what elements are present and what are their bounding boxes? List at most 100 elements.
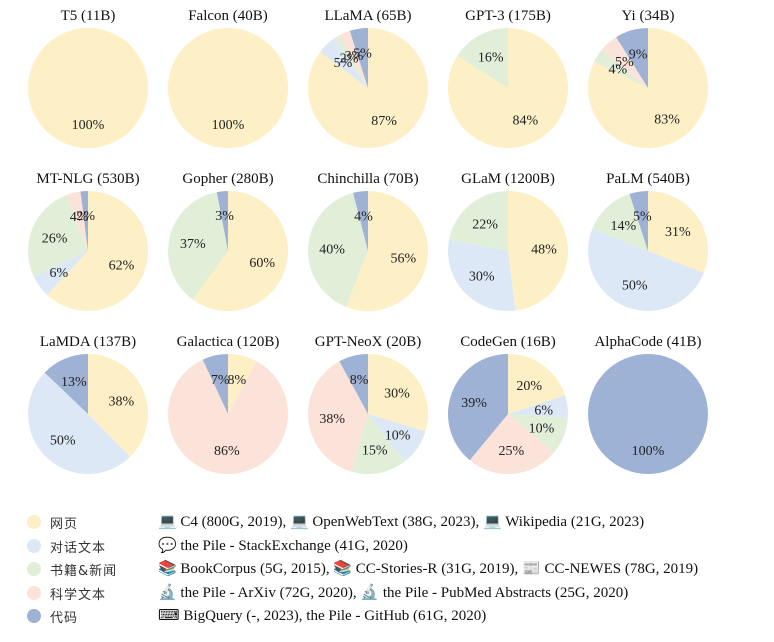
legend-label-dialog: 对话文本	[50, 540, 107, 556]
legend-swatch-books	[27, 562, 41, 576]
pie-title: GPT-NeoX (20B)	[315, 334, 422, 350]
pie-slice-label: 100%	[72, 118, 105, 133]
legend-item-dialog: 对话文本 💬 the Pile - StackExchange (41G, 20…	[20, 536, 760, 560]
pie-slice-label: 38%	[319, 412, 345, 427]
pie-slice-label: 37%	[180, 237, 206, 252]
pie-title: MT-NLG (530B)	[36, 171, 139, 187]
pie-slice-web	[28, 28, 148, 148]
pie-slice-label: 60%	[249, 256, 275, 271]
pie-slice-dialog	[28, 372, 131, 474]
pie-slice-code	[349, 28, 368, 88]
pie-slice-label: 6%	[50, 266, 69, 281]
pie-title: LLaMA (65B)	[324, 8, 411, 24]
pie-slice-science	[339, 30, 368, 89]
pie-gpt-neox-20b: GPT-NeoX (20B) 30% 10%15% 38% 8%	[308, 334, 429, 474]
pie-palm-540b: PaLM (540B) 31% 50% 14%5%	[588, 171, 708, 311]
pie-gpt-3-175b: GPT-3 (175B) 84% 16%	[448, 8, 568, 148]
pie-slice-label: 2%	[340, 51, 359, 66]
pie-gopher-280b: Gopher (280B) 60% 37% 3%	[168, 171, 288, 311]
pie-slice-books	[592, 193, 648, 251]
pie-slice-code	[202, 354, 228, 414]
pie-slice-web	[345, 191, 428, 311]
pie-title: LaMDA (137B)	[40, 334, 136, 350]
pie-slice-label: 2%	[76, 209, 95, 224]
legend-sources-code: ⌨ BigQuery (-, 2023), the Pile - GitHub …	[158, 608, 487, 624]
pie-slice-label: 8%	[350, 373, 369, 388]
pie-slice-code	[44, 354, 88, 414]
pie-slice-label: 14%	[611, 219, 637, 234]
pie-slice-science	[602, 37, 648, 88]
pie-slice-label: 48%	[531, 243, 557, 258]
pie-slice-label: 56%	[391, 252, 417, 267]
pie-title: Falcon (40B)	[188, 8, 268, 24]
pie-slice-label: 3%	[215, 209, 234, 224]
pie-slice-books	[168, 192, 228, 300]
pie-slice-code	[80, 191, 88, 251]
pie-slice-label: 40%	[319, 243, 345, 258]
pie-slice-label: 100%	[212, 118, 245, 133]
pie-slice-label: 25%	[499, 444, 525, 459]
pie-slice-label: 3%	[345, 49, 364, 64]
pie-slice-web	[508, 354, 566, 414]
pie-slice-code	[353, 191, 368, 251]
pie-title: Gopher (280B)	[182, 171, 273, 187]
pie-slice-web	[368, 354, 429, 432]
pie-galactica-120b: Galactica (120B) 8% 86% 7%	[168, 334, 289, 474]
pie-slice-books	[457, 28, 508, 88]
pie-llama-65b: LLaMA (65B) 87% 5%2%3%5%	[308, 8, 428, 148]
legend-sources-books: 📚 BookCorpus (5G, 2015), 📚 CC-Stories-R …	[158, 561, 699, 577]
pie-slice-label: 10%	[529, 421, 555, 436]
pie-slice-code	[616, 28, 648, 88]
pie-chart-grid: T5 (11B) 100% Falcon (40B) 100% LLaMA (65B) 8…	[27, 8, 708, 474]
pie-lamda-137b: LaMDA (137B) 38% 50% 13%	[28, 334, 149, 474]
pie-slice-label: 4%	[70, 210, 89, 225]
legend-item-code: 代码 ⌨ BigQuery (-, 2023), the Pile - GitH…	[20, 606, 760, 630]
pie-title: Chinchilla (70B)	[317, 171, 418, 187]
pie-chinchilla-70b: Chinchilla (70B) 56% 40% 4%	[308, 171, 428, 311]
pie-slice-label: 100%	[632, 444, 665, 459]
legend-item-science: 科学文本 🔬 the Pile - ArXiv (72G, 2020), 🔬 t…	[20, 583, 760, 607]
pie-slice-label: 86%	[214, 444, 240, 459]
pie-title: PaLM (540B)	[606, 171, 690, 187]
pie-slice-code	[447, 354, 508, 461]
pie-slice-web	[508, 191, 569, 311]
pie-slice-label: 26%	[42, 232, 68, 247]
pie-slice-label: 39%	[461, 396, 487, 411]
pie-slice-label: 83%	[654, 113, 680, 128]
pie-slice-label: 16%	[478, 50, 504, 65]
pie-slice-dialog	[508, 395, 568, 418]
legend-item-web: 网页 💻 C4 (800G, 2019), 💻 OpenWebText (38G…	[20, 512, 760, 536]
pie-slice-label: 87%	[371, 114, 397, 129]
pie-slice-code	[629, 191, 648, 251]
legend: 网页 💻 C4 (800G, 2019), 💻 OpenWebText (38G…	[20, 512, 760, 630]
pie-slice-label: 4%	[608, 62, 627, 77]
pie-slice-label: 6%	[534, 403, 553, 418]
pie-slice-label: 5%	[633, 209, 652, 224]
legend-label-science: 科学文本	[50, 587, 107, 603]
pie-slice-label: 7%	[211, 373, 230, 388]
pie-mt-nlg-530b: MT-NLG (530B) 62% 6% 26%4%2%	[27, 171, 148, 311]
pie-slice-web	[168, 28, 288, 148]
pie-slice-science	[469, 414, 555, 474]
legend-label-web: 网页	[50, 517, 79, 532]
pie-slice-code	[339, 354, 368, 414]
pie-title: T5 (11B)	[61, 8, 116, 24]
pie-slice-label: 10%	[385, 429, 411, 444]
pie-title: GLaM (1200B)	[461, 171, 555, 187]
legend-label-books: 书籍&新闻	[50, 564, 118, 579]
pie-slice-label: 5%	[334, 56, 353, 71]
pie-slice-label: 20%	[516, 379, 542, 394]
pie-slice-books	[351, 414, 405, 474]
pie-slice-label: 9%	[629, 47, 648, 62]
pie-slice-dialog	[33, 251, 88, 295]
pie-slice-web	[88, 354, 149, 457]
pie-slice-science	[168, 359, 289, 474]
pie-yi-34b: Yi (34B) 83% 4%5%9%	[588, 8, 708, 148]
pie-slice-books	[593, 49, 648, 88]
pie-slice-label: 15%	[362, 443, 388, 458]
pie-slice-label: 62%	[109, 258, 135, 273]
pie-slice-code	[216, 191, 228, 251]
pie-slice-label: 50%	[622, 278, 648, 293]
pie-alphacode-41b: AlphaCode (41B) 100%	[588, 334, 708, 474]
pie-slice-label: 5%	[615, 55, 634, 70]
